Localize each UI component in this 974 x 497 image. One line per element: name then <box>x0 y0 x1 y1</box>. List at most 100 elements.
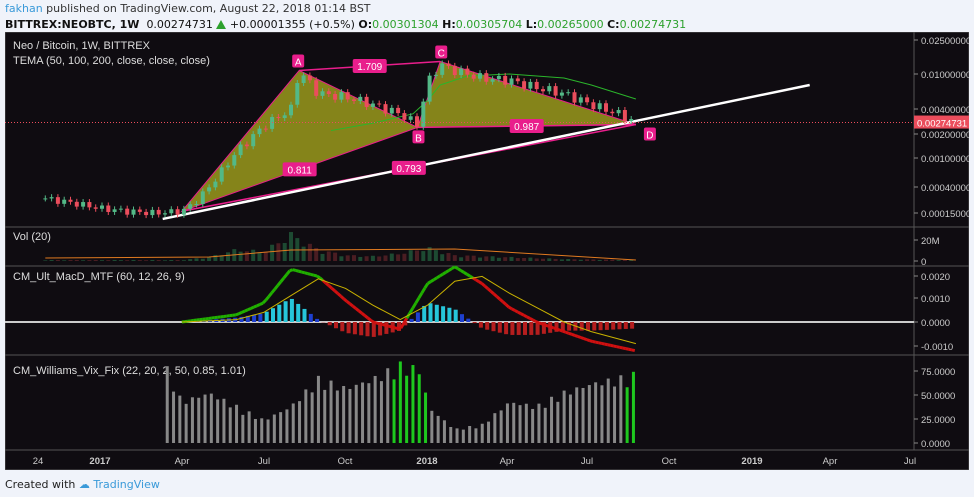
candle <box>421 101 426 127</box>
volume-bar <box>118 260 123 261</box>
macd-histogram-bar <box>302 308 307 322</box>
candle <box>515 78 520 82</box>
candle <box>112 209 117 212</box>
macd-line-segment <box>313 273 318 278</box>
author-link[interactable]: fakhan <box>5 2 43 15</box>
macd-line-segment <box>417 292 424 299</box>
macd-histogram-bar <box>560 322 565 331</box>
macd-line-segment <box>250 305 255 310</box>
volume-bar <box>156 260 161 261</box>
volume-bar <box>150 259 155 261</box>
vix-bar <box>468 426 472 443</box>
x-tick-label: Oct <box>338 456 353 467</box>
macd-line-segment <box>583 337 588 342</box>
point-b-label-text: B <box>415 133 422 144</box>
candle <box>345 92 350 100</box>
macd-histogram-bar <box>491 322 496 332</box>
vix-bar <box>562 390 566 443</box>
macd-histogram-bar <box>535 322 540 335</box>
volume-bar <box>471 255 476 261</box>
x-tick-label: Jul <box>581 456 593 467</box>
low-value: 0.00265000 <box>537 18 604 31</box>
macd-line-segment <box>460 269 465 274</box>
candle <box>465 68 470 75</box>
x-tick-label: Apr <box>823 456 838 467</box>
vix-bar <box>253 418 257 443</box>
tradingview-link[interactable]: TradingView <box>93 478 160 491</box>
macd-histogram-bar <box>371 322 376 337</box>
vix-bar <box>178 395 182 443</box>
vix-bar <box>461 429 465 443</box>
volume-bar <box>213 254 218 261</box>
candle <box>383 104 388 114</box>
macd-line-segment <box>256 303 261 308</box>
macd-line-segment <box>408 307 415 314</box>
macd-line-segment <box>556 327 561 332</box>
volume-bar <box>610 259 615 261</box>
macd-histogram-bar <box>441 306 446 322</box>
macd-line-segment <box>616 345 621 349</box>
volume-bar <box>200 258 205 261</box>
y-tick-label: 0.00400000 <box>921 105 969 116</box>
macd-line-segment <box>253 304 258 309</box>
macd-histogram-bar <box>604 322 609 330</box>
vix-bar <box>505 403 509 443</box>
y-tick-label: 0.0020 <box>921 272 950 283</box>
macd-line-segment <box>310 272 315 277</box>
vix-bar <box>197 397 201 443</box>
volume-bar <box>263 251 268 261</box>
macd-line-segment <box>595 340 600 345</box>
macd-line-segment <box>631 348 636 353</box>
candle <box>610 111 615 114</box>
x-tick-label: 2019 <box>741 456 762 467</box>
candle <box>74 201 79 207</box>
volume-bar <box>81 260 86 261</box>
macd-line-segment <box>247 307 252 312</box>
vix-bar <box>260 418 264 443</box>
ratio-xd-text: 0.793 <box>396 164 421 175</box>
candle <box>440 63 445 75</box>
symbol-bar: BITTREX:NEOBTC, 1W 0.00274731 +0.0000135… <box>5 18 686 31</box>
vix-bar <box>323 389 327 443</box>
candle <box>276 117 281 119</box>
price-change: +0.00001355 (+0.5%) <box>229 18 355 31</box>
vix-bar <box>172 391 176 443</box>
candle <box>541 89 545 92</box>
macd-line-segment <box>411 302 418 309</box>
macd-line-segment <box>610 343 615 348</box>
candle <box>188 204 193 209</box>
up-arrow-icon <box>216 20 227 29</box>
macd-line-segment <box>532 318 537 323</box>
vix-bar <box>335 390 339 443</box>
macd-line-segment <box>388 324 393 329</box>
candle <box>629 119 634 122</box>
vix-bar <box>165 366 169 443</box>
volume-bar <box>597 260 602 261</box>
volume-bar <box>49 260 54 261</box>
macd-histogram-bar <box>327 322 332 326</box>
macd-line-segment <box>295 269 300 273</box>
macd-histogram-bar <box>554 322 559 332</box>
volume-bar <box>515 258 520 261</box>
volume-bar <box>144 260 149 261</box>
macd-histogram-bar <box>346 322 351 334</box>
ratio-ac <box>352 58 387 73</box>
y-tick-label: 25.0000 <box>921 415 955 426</box>
volume-bar <box>352 255 356 261</box>
volume-bar <box>377 256 382 261</box>
volume-bar <box>522 257 527 261</box>
ratio-xd <box>391 160 426 175</box>
volume-bar <box>509 256 514 261</box>
macd-line-segment <box>402 317 409 324</box>
volume-bar <box>339 256 344 261</box>
chart-canvas[interactable]: Neo / Bitcoin, 1W, BITTREX TEMA (50, 100… <box>5 32 969 470</box>
vix-bar <box>455 428 459 443</box>
volume-bar <box>364 256 369 261</box>
candle <box>55 197 60 204</box>
candle <box>490 79 495 82</box>
candle <box>578 97 583 103</box>
vix-bar <box>247 411 251 443</box>
candle <box>238 144 243 156</box>
macd-line-segment <box>420 287 427 294</box>
candle <box>125 208 130 215</box>
